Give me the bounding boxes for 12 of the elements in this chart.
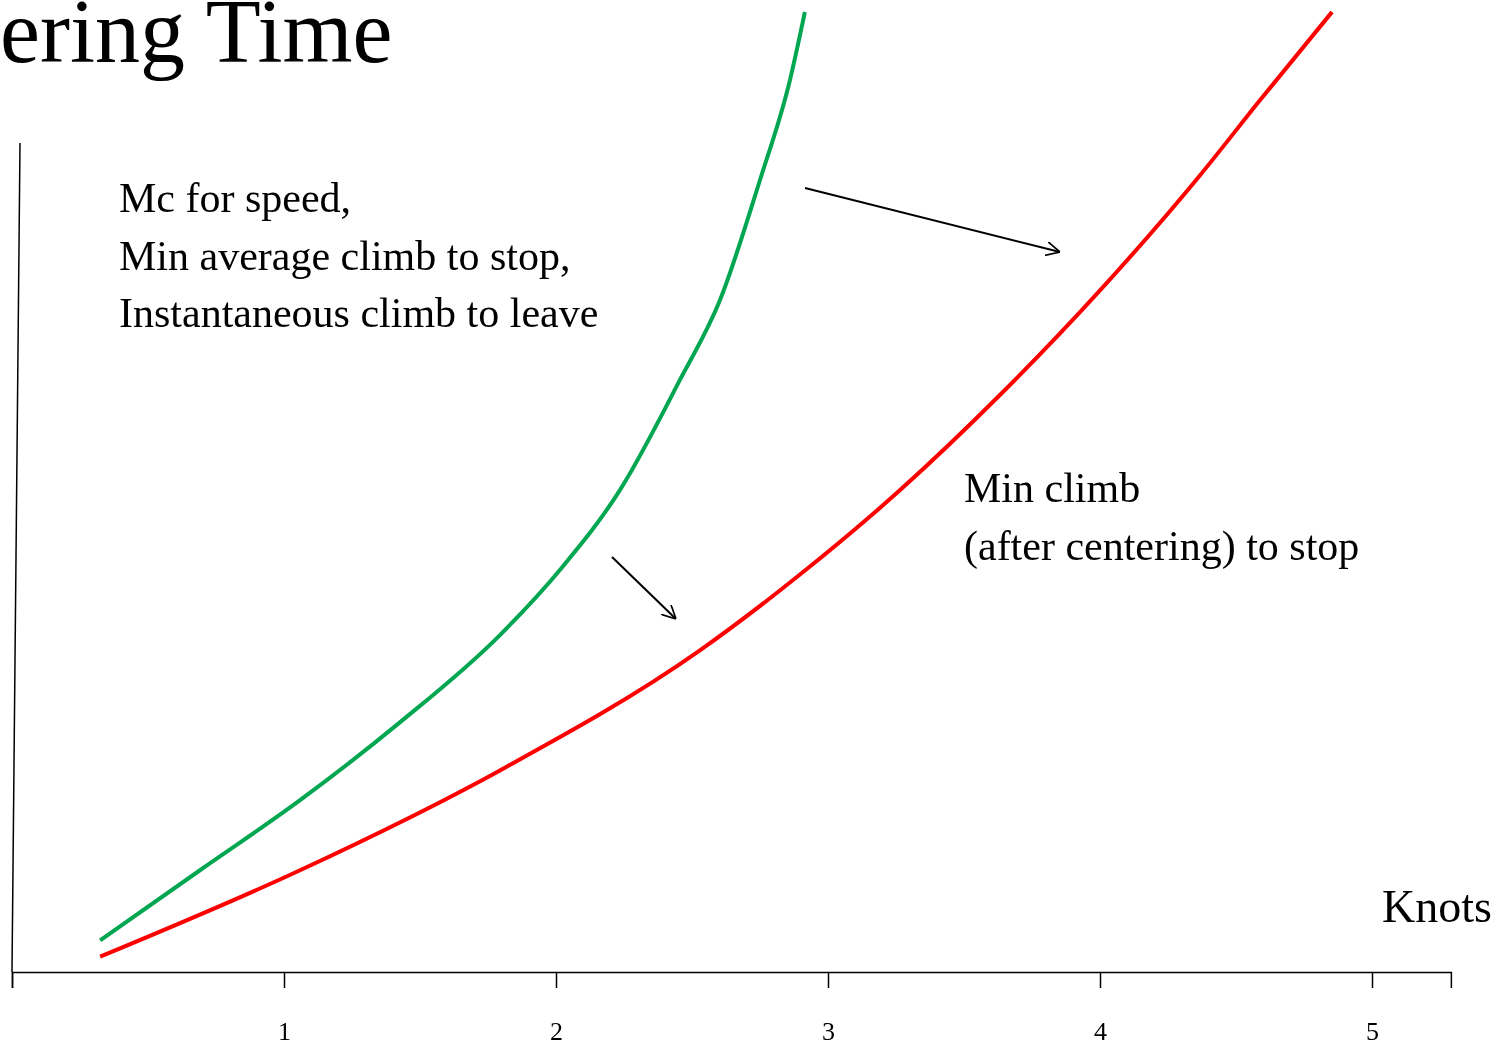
- x-tick-label: 2: [550, 1017, 563, 1040]
- annotation: (after centering) to stop: [964, 523, 1360, 570]
- x-tick-label: 4: [1094, 1017, 1107, 1040]
- annotation: Instantaneous climb to leave: [119, 290, 599, 336]
- annotation: Min climb: [964, 465, 1141, 511]
- x-tick-label: 5: [1366, 1017, 1379, 1040]
- x-tick-label: 1: [278, 1017, 291, 1040]
- x-tick-label: 3: [822, 1017, 835, 1040]
- annotation: Mc for speed,: [119, 175, 352, 221]
- annotation: Min average climb to stop,: [119, 233, 571, 279]
- chart-title: ering Time: [0, 0, 393, 81]
- x-axis-title: Knots: [1382, 881, 1492, 932]
